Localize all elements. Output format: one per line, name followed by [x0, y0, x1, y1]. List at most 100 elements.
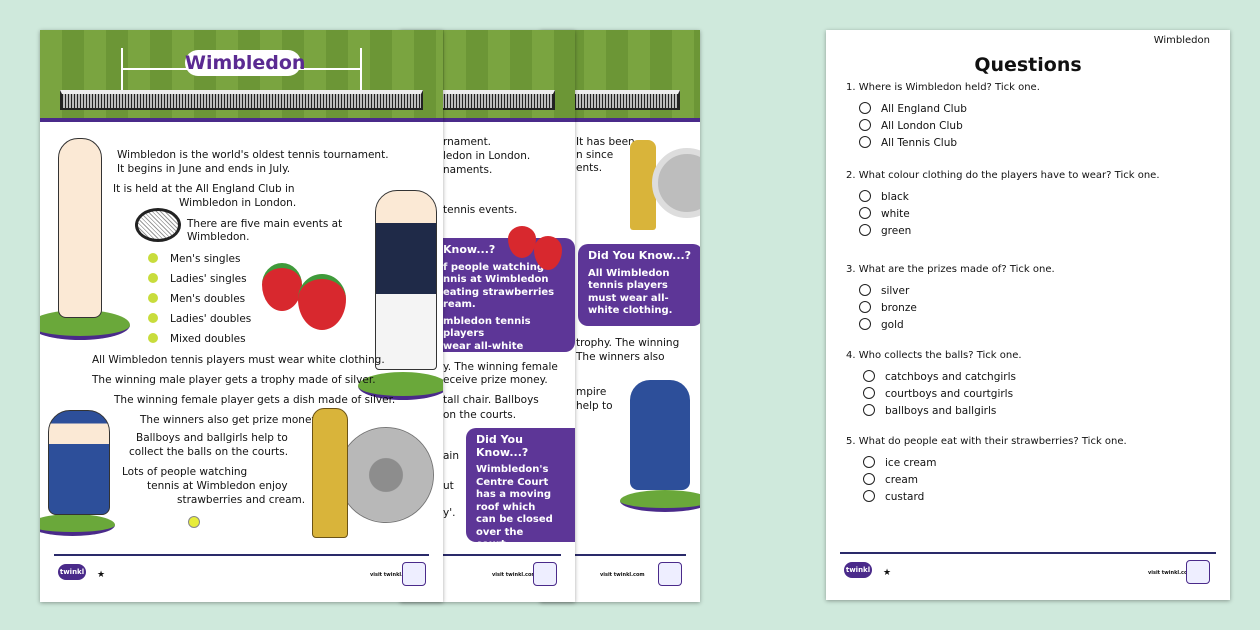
answer-option[interactable]: ballboys and ballgirls — [863, 404, 996, 417]
preview-page-3[interactable]: It has been n since ents. Did You Know..… — [540, 30, 700, 602]
tennis-player-image — [58, 138, 102, 318]
text: tennis events. — [443, 204, 518, 216]
radio-button[interactable] — [863, 387, 875, 399]
answer-option[interactable]: courtboys and courtgirls — [863, 387, 1013, 400]
footer-link: visit twinkl.com — [370, 572, 415, 578]
text: It has been — [576, 136, 635, 148]
radio-button[interactable] — [859, 224, 871, 236]
award-badge — [533, 562, 557, 586]
text: naments. — [443, 164, 493, 176]
page-title: Questions — [974, 54, 1082, 76]
text: Wimbledon in London. — [179, 197, 297, 209]
answer-option[interactable]: All Tennis Club — [859, 136, 957, 149]
answer-option[interactable]: black — [859, 190, 909, 203]
option-label: cream — [885, 474, 918, 486]
radio-button[interactable] — [863, 404, 875, 416]
page-title: Wimbledon — [185, 50, 306, 76]
radio-button[interactable] — [863, 490, 875, 502]
answer-option[interactable]: cream — [863, 473, 918, 486]
option-label: catchboys and catchgirls — [885, 371, 1016, 383]
radio-button[interactable] — [859, 301, 871, 313]
text: Wimbledon. — [187, 231, 250, 243]
answer-option[interactable]: custard — [863, 490, 924, 503]
did-you-know-box: Did You Know...? All Wimbledon tennis pla… — [578, 244, 700, 326]
tennis-ball-bullet-icon — [148, 253, 158, 263]
answer-option[interactable]: white — [859, 207, 910, 220]
did-you-know-box: Did You Know...? Wimbledon's Centre Court… — [466, 428, 575, 550]
text: tall chair. Ballboys — [443, 394, 539, 406]
award-badge — [402, 562, 426, 586]
question-text: 4. Who collects the balls? Tick one. — [846, 350, 1022, 361]
option-label: silver — [881, 285, 910, 297]
radio-button[interactable] — [859, 284, 871, 296]
preview-page-1[interactable]: Wimbledon Wimbledon is the world's oldes… — [40, 30, 443, 602]
answer-option[interactable]: All England Club — [859, 102, 967, 115]
trophy-image — [630, 140, 656, 230]
twinkl-logo: twinkl — [58, 564, 86, 580]
event-list-item: Men's singles — [148, 253, 240, 266]
strawberry-icon — [508, 226, 536, 258]
text: trophy. The winning — [576, 337, 680, 349]
footer-link: visit twinkl.com — [492, 572, 537, 578]
ballboy-image — [48, 410, 110, 515]
text: y'. — [443, 507, 456, 519]
option-label: black — [881, 191, 909, 203]
tennis-ball-bullet-icon — [148, 293, 158, 303]
umpire-image — [375, 190, 437, 370]
text: The winners also — [576, 351, 665, 363]
radio-button[interactable] — [859, 119, 871, 131]
text: ain — [443, 450, 460, 462]
page-header: Wimbledon — [1153, 35, 1210, 46]
text: rnament. — [443, 136, 492, 148]
answer-option[interactable]: ice cream — [863, 456, 936, 469]
tennis-net-image — [60, 90, 423, 110]
radio-button[interactable] — [859, 102, 871, 114]
option-label: bronze — [881, 302, 917, 314]
answer-option[interactable]: All London Club — [859, 119, 963, 132]
text: help to — [576, 400, 613, 412]
radio-button[interactable] — [863, 370, 875, 382]
award-badge — [1186, 560, 1210, 584]
award-badge — [658, 562, 682, 586]
text: collect the balls on the courts. — [129, 446, 289, 458]
did-you-know-box: Know...? f people watching nnis at Wimble… — [430, 238, 575, 364]
answer-option[interactable]: silver — [859, 284, 909, 297]
radio-button[interactable] — [863, 456, 875, 468]
footer-link: visit twinkl.com — [1148, 570, 1193, 576]
text: Lots of people watching — [122, 466, 248, 478]
text: Ballboys and ballgirls help to — [136, 432, 288, 444]
text: n since — [576, 149, 614, 161]
text: Wimbledon is the world's oldest tennis t… — [117, 149, 389, 161]
option-label: All England Club — [881, 103, 967, 115]
text: The winning male player gets a trophy ma… — [92, 374, 376, 386]
option-label: ice cream — [885, 457, 937, 469]
answer-option[interactable]: bronze — [859, 301, 917, 314]
option-label: All London Club — [881, 120, 963, 132]
footer-link: visit twinkl.com — [600, 572, 645, 578]
event-label: Mixed doubles — [170, 333, 246, 345]
text: There are five main events at — [187, 218, 343, 230]
question-text: 5. What do people eat with their strawbe… — [846, 436, 1127, 447]
star-icon: ★ — [97, 570, 106, 580]
text: tennis at Wimbledon enjoy — [147, 480, 288, 492]
radio-button[interactable] — [859, 207, 871, 219]
ballboy-image — [630, 380, 690, 490]
radio-button[interactable] — [859, 136, 871, 148]
question-text: 1. Where is Wimbledon held? Tick one. — [846, 82, 1040, 93]
strawberry-icon — [534, 236, 562, 270]
twinkl-logo: twinkl — [844, 562, 872, 578]
text: The winning female player gets a dish ma… — [114, 394, 396, 406]
radio-button[interactable] — [863, 473, 875, 485]
radio-button[interactable] — [859, 318, 871, 330]
answer-option[interactable]: green — [859, 224, 911, 237]
answer-option[interactable]: gold — [859, 318, 904, 331]
radio-button[interactable] — [859, 190, 871, 202]
questions-page[interactable]: Wimbledon Questions 1. Where is Wimbledo… — [826, 30, 1230, 600]
silver-dish-image — [652, 148, 700, 218]
option-label: gold — [881, 319, 904, 331]
option-label: ballboys and ballgirls — [885, 405, 997, 417]
text: ents. — [576, 162, 603, 174]
event-label: Men's doubles — [170, 293, 246, 305]
event-label: Men's singles — [170, 253, 241, 265]
answer-option[interactable]: catchboys and catchgirls — [863, 370, 1016, 383]
